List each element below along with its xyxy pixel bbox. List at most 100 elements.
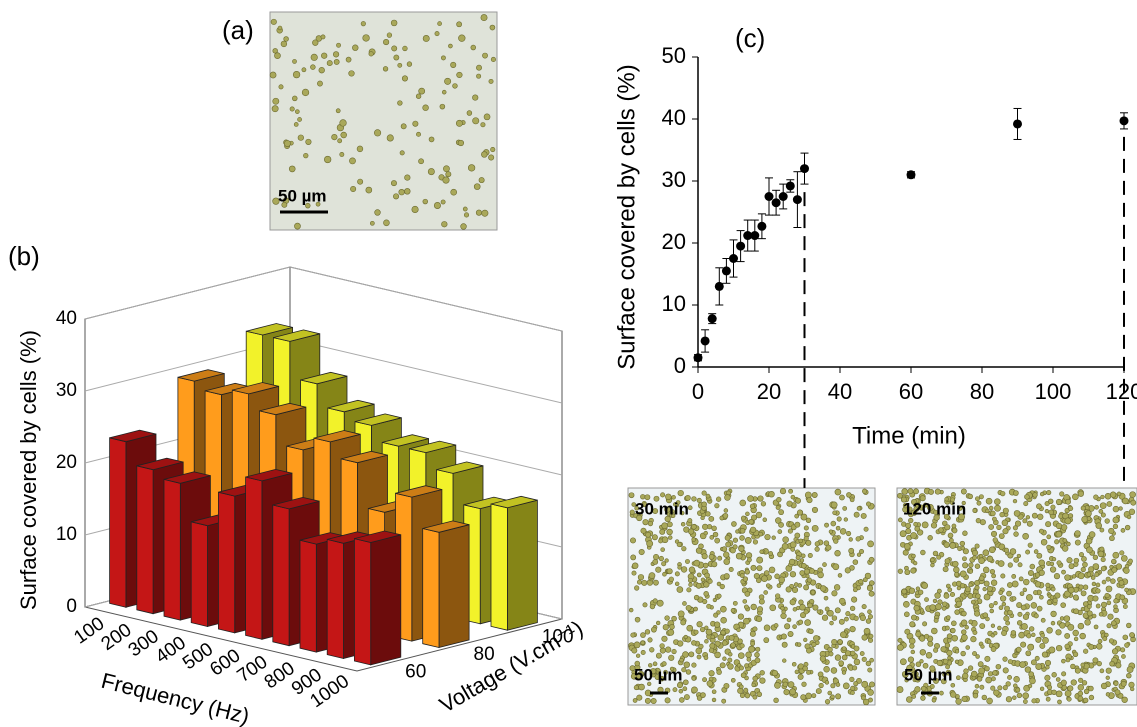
- cell: [278, 84, 284, 90]
- cell: [795, 555, 801, 561]
- cell: [661, 661, 667, 667]
- cell: [1083, 688, 1090, 695]
- cell: [845, 611, 851, 617]
- cell: [490, 56, 496, 62]
- cell: [1128, 681, 1135, 688]
- cell: [986, 639, 992, 644]
- cell: [693, 606, 698, 612]
- cell: [301, 67, 307, 73]
- cell: [947, 587, 953, 593]
- cell: [1077, 572, 1085, 580]
- cell: [855, 536, 861, 542]
- cell: [869, 681, 875, 688]
- cell: [834, 550, 841, 557]
- cell: [992, 516, 997, 522]
- cell: [979, 684, 985, 690]
- cell: [634, 585, 640, 591]
- cell: [1080, 606, 1086, 612]
- cell: [990, 623, 996, 628]
- cell: [1016, 692, 1023, 699]
- cell: [283, 36, 289, 42]
- cell: [867, 614, 873, 620]
- cell: [758, 531, 764, 537]
- cell: [744, 663, 750, 669]
- cell: [1002, 528, 1009, 535]
- cell: [739, 528, 746, 534]
- cell: [1013, 556, 1020, 563]
- cell: [1005, 620, 1011, 626]
- cell: [722, 656, 727, 661]
- cell: [941, 605, 947, 611]
- cell: [632, 698, 638, 703]
- cell: [1072, 629, 1079, 637]
- cell: [397, 100, 403, 106]
- cell: [1045, 521, 1052, 528]
- cell: [335, 108, 341, 114]
- cell: [805, 539, 812, 546]
- cell: [640, 649, 646, 655]
- cell: [1115, 662, 1122, 669]
- cell: [998, 605, 1004, 610]
- cell: [1110, 620, 1117, 627]
- point: [764, 192, 774, 201]
- cell: [1038, 559, 1045, 567]
- z-axis-label: Surface covered by cells (%): [16, 330, 41, 610]
- micrograph-label: 120 min: [903, 499, 966, 518]
- cell: [269, 71, 277, 79]
- cell: [738, 665, 744, 671]
- cell: [691, 524, 697, 530]
- cell: [318, 67, 325, 74]
- x-tick-label: 20: [757, 379, 781, 404]
- cell: [831, 638, 838, 646]
- cell: [650, 698, 657, 705]
- cell: [660, 547, 665, 552]
- cell: [1061, 545, 1069, 552]
- cell: [868, 633, 874, 639]
- cell: [932, 598, 938, 604]
- cell: [943, 592, 950, 599]
- cell: [752, 675, 758, 682]
- cell: [1079, 632, 1086, 640]
- cell: [830, 501, 838, 509]
- cell: [954, 659, 960, 664]
- bar-front: [136, 465, 154, 615]
- cell: [272, 97, 280, 105]
- cell: [456, 21, 462, 28]
- cell: [982, 566, 990, 574]
- cell: [990, 646, 997, 652]
- cell: [808, 568, 815, 574]
- cell: [1057, 699, 1062, 705]
- cell: [339, 152, 345, 157]
- cell: [777, 529, 783, 534]
- bar-top: [177, 369, 225, 382]
- cell: [924, 597, 929, 602]
- cell: [1061, 658, 1066, 664]
- cell: [867, 540, 874, 548]
- cell: [662, 624, 669, 631]
- cell: [849, 626, 856, 633]
- cell: [661, 536, 669, 544]
- cell: [406, 61, 413, 67]
- cell: [904, 678, 909, 683]
- cell: [924, 633, 930, 639]
- cell: [686, 587, 692, 593]
- cell: [1007, 582, 1013, 588]
- cell: [796, 642, 802, 647]
- cell: [759, 677, 766, 684]
- cell: [841, 646, 847, 652]
- cell: [1064, 643, 1070, 649]
- cell: [815, 688, 822, 695]
- cell: [450, 188, 457, 196]
- cell: [412, 120, 419, 127]
- cell: [428, 136, 435, 143]
- cell: [830, 694, 835, 699]
- cell: [1034, 581, 1042, 588]
- cell: [975, 593, 981, 599]
- point: [707, 314, 717, 324]
- cell: [993, 689, 1000, 696]
- point: [906, 170, 916, 180]
- cell: [715, 496, 722, 502]
- y-tick-label: 50: [662, 43, 686, 68]
- cell: [664, 558, 669, 563]
- cell: [782, 681, 789, 688]
